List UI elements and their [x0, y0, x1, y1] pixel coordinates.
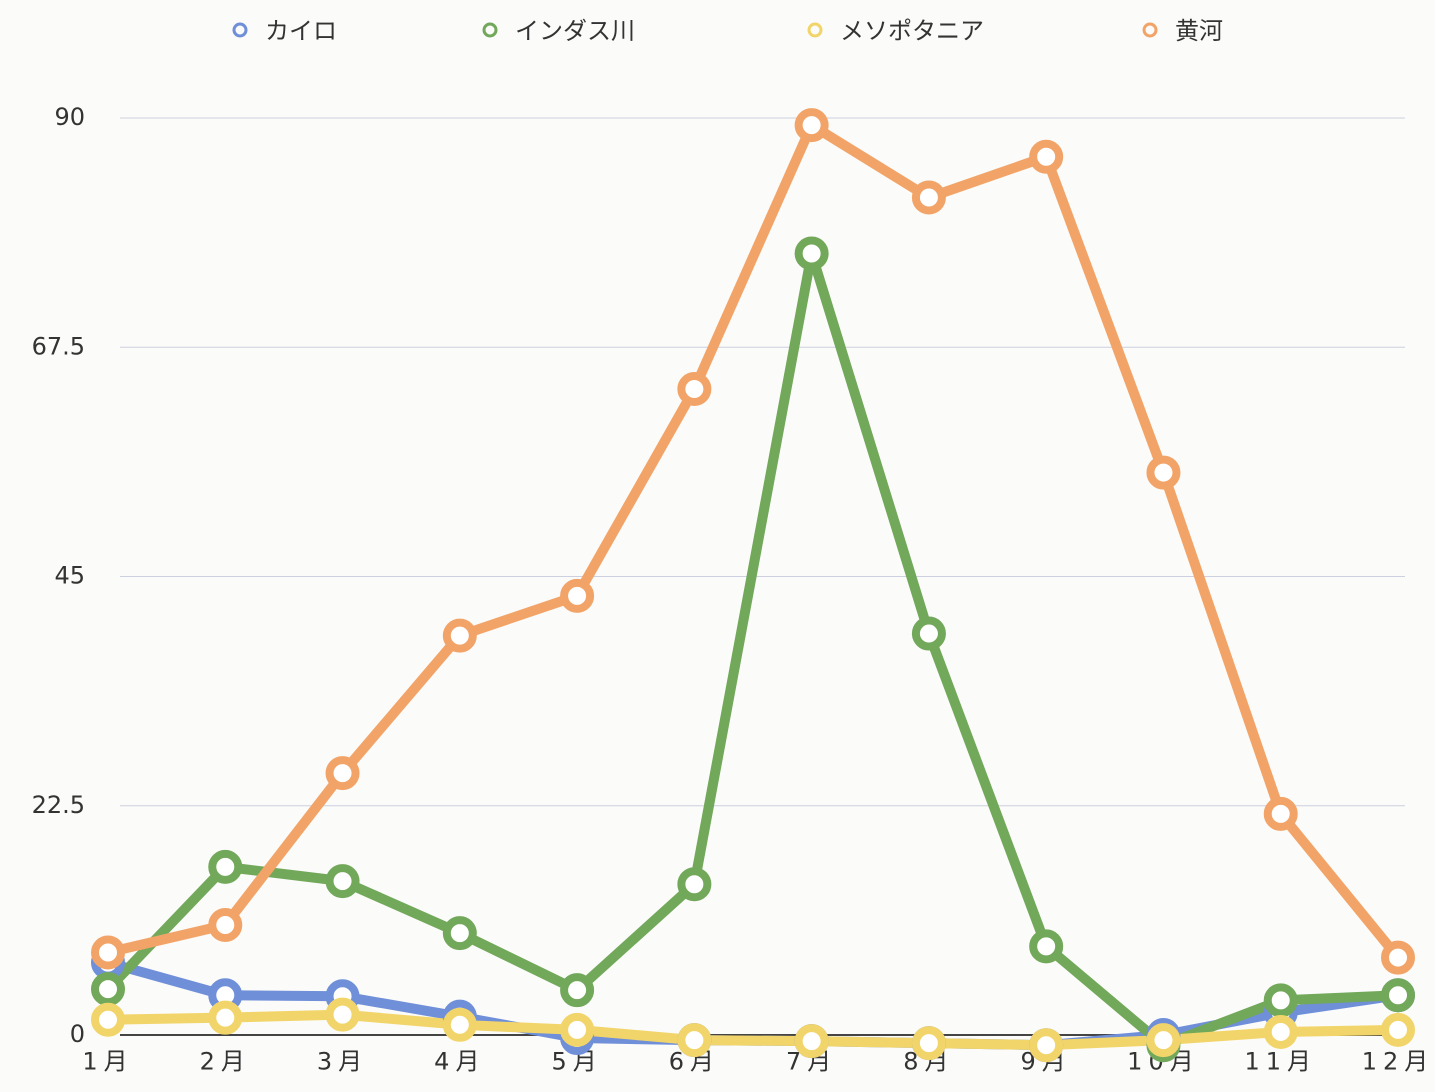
point [911, 1026, 946, 1061]
x-tick-label: 2月 [200, 1047, 251, 1075]
y-tick-label: 0 [70, 1020, 85, 1048]
point [1381, 1012, 1415, 1047]
legend-marker [232, 22, 248, 38]
point [325, 997, 360, 1032]
point [560, 973, 595, 1008]
point [1263, 796, 1298, 831]
point [325, 864, 360, 899]
point [1029, 1028, 1064, 1063]
point [560, 578, 595, 613]
point [794, 1024, 829, 1059]
y-tick-label: 90 [54, 103, 85, 131]
point [208, 849, 243, 884]
legend-label: インダス川 [515, 17, 635, 45]
point [1263, 1014, 1298, 1049]
point [560, 1012, 595, 1047]
legend-marker [807, 22, 823, 38]
point [91, 972, 125, 1007]
point [1263, 983, 1298, 1018]
point [677, 372, 712, 407]
legend-marker [482, 22, 498, 38]
y-tick-label: 45 [54, 562, 85, 590]
point [794, 236, 829, 271]
legend-marker [1142, 22, 1158, 38]
series-line [106, 120, 1402, 961]
point [794, 108, 829, 143]
point [442, 618, 477, 653]
x-tick-label: 1月 [82, 1047, 133, 1075]
point [1381, 978, 1415, 1013]
y-tick-label: 67.5 [32, 332, 85, 360]
point [325, 756, 360, 791]
x-tick-label: 12月 [1362, 1047, 1435, 1075]
y-tick-label: 22.5 [32, 791, 85, 819]
point [1146, 1023, 1181, 1058]
series-line [104, 248, 1399, 1051]
point [1029, 929, 1064, 964]
point [208, 907, 243, 942]
legend-label: メソポタニア [840, 17, 984, 45]
point [208, 1000, 243, 1035]
point [677, 867, 712, 902]
point [677, 1023, 712, 1058]
legend-label: カイロ [265, 17, 337, 45]
point [91, 935, 125, 970]
x-tick-label: 4月 [434, 1047, 485, 1075]
series-line [107, 1009, 1399, 1051]
point [1029, 139, 1064, 174]
point [911, 616, 946, 651]
point [442, 916, 477, 951]
legend-label: 黄河 [1175, 17, 1223, 45]
x-tick-label: 3月 [317, 1047, 368, 1075]
point [911, 180, 946, 215]
point [1381, 940, 1415, 975]
point [1146, 455, 1181, 490]
point [442, 1007, 477, 1042]
x-tick-label: 11月 [1244, 1047, 1317, 1075]
point [91, 1002, 125, 1037]
